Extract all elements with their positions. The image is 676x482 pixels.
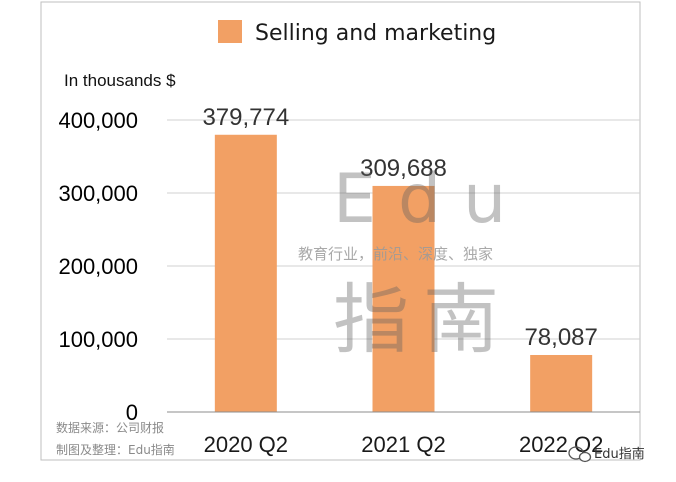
data-source-text: 数据来源：公司财报 — [56, 420, 164, 435]
brand-label: Edu指南 — [594, 446, 645, 462]
y-tick-label: 200,000 — [58, 254, 138, 279]
y-tick-label: 100,000 — [58, 327, 138, 352]
watermark: Edu 教育行业，前沿、深度、独家 指南 — [298, 160, 528, 364]
bar — [530, 354, 593, 412]
legend-label: Selling and marketing — [255, 21, 496, 46]
x-tick-label: 2021 Q2 — [361, 432, 445, 457]
watermark-chinese: 指南 — [333, 275, 513, 364]
bars — [214, 134, 593, 412]
y-axis-ticks: 0 100,000 200,000 300,000 400,000 — [58, 108, 138, 425]
bar — [214, 134, 277, 412]
y-tick-label: 300,000 — [58, 181, 138, 206]
data-labels: 379,774 309,688 78,087 — [202, 104, 597, 351]
watermark-tagline: 教育行业，前沿、深度、独家 — [298, 245, 493, 263]
legend-swatch — [218, 20, 242, 43]
y-tick-label: 0 — [126, 400, 138, 425]
x-tick-label: 2020 Q2 — [204, 432, 288, 457]
x-axis-ticks: 2020 Q2 2021 Q2 2022 Q2 — [204, 432, 604, 457]
data-label: 78,087 — [524, 324, 597, 351]
y-axis-unit-label: In thousands $ — [64, 71, 176, 90]
brand-badge: Edu指南 — [568, 446, 645, 463]
data-label: 309,688 — [360, 155, 447, 182]
bar — [372, 185, 435, 412]
wechat-icon — [568, 446, 592, 463]
legend: Selling and marketing — [218, 20, 496, 46]
x-tick-label: 2022 Q2 — [519, 432, 603, 457]
made-by-text: 制图及整理：Edu指南 — [56, 442, 175, 457]
data-label: 379,774 — [202, 104, 289, 131]
y-tick-label: 400,000 — [58, 108, 138, 133]
watermark-edu: Edu — [333, 160, 528, 239]
